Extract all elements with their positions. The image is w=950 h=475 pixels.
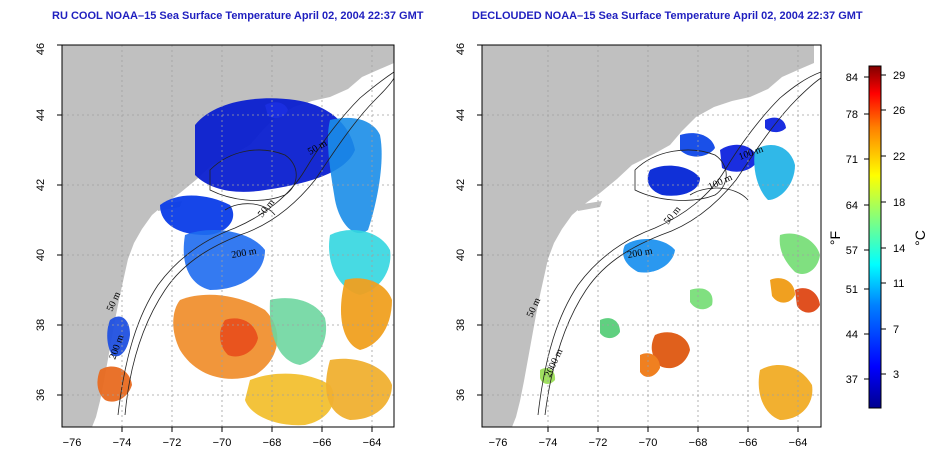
right-y-tick-label: 40 (455, 249, 467, 261)
right-y-tick-label: 36 (455, 389, 467, 401)
colorbar-fahrenheit-tick: 64 (846, 200, 858, 212)
colorbar-celsius-tick: 22 (893, 151, 905, 163)
right-y-tick-label: 46 (455, 43, 467, 55)
left-y-tick-label: 46 (35, 43, 47, 55)
colorbar-fahrenheit-tick: 37 (846, 374, 858, 386)
left-x-tick-label: −70 (213, 437, 232, 449)
colorbar-celsius-tick: 11 (893, 278, 904, 290)
right-sst-field (540, 117, 820, 420)
colorbar-gradient (868, 65, 882, 409)
right-bathymetry-contours (537, 71, 821, 416)
left-x-tick-label: −72 (163, 437, 182, 449)
left-x-tick-label: −74 (113, 437, 132, 449)
right-gridlines (482, 45, 821, 427)
left-y-tick-label: 42 (35, 179, 47, 191)
left-x-tick-label: −68 (263, 437, 282, 449)
colorbar-tick-marks (864, 74, 886, 380)
colorbar-fahrenheit-label: °F (827, 231, 843, 245)
right-x-tick-label: −76 (489, 437, 508, 449)
left-contour-label: 200 m (231, 246, 258, 261)
left-y-tick-label: 44 (35, 109, 47, 121)
left-map-frame (61, 44, 395, 428)
colorbar-celsius-tick: 7 (893, 324, 899, 336)
right-map-frame (481, 44, 822, 428)
left-x-tick-label: −76 (63, 437, 82, 449)
left-y-tick-label: 38 (35, 319, 47, 331)
right-x-tick-label: −68 (689, 437, 708, 449)
colorbar-celsius-tick: 3 (893, 369, 899, 381)
left-y-tick-label: 36 (35, 389, 47, 401)
colorbar-celsius-label: °C (912, 230, 928, 246)
left-gridlines (62, 45, 394, 427)
right-x-tick-label: −74 (539, 437, 558, 449)
colorbar-fahrenheit-tick: 44 (846, 329, 858, 341)
right-panel-title: DECLOUDED NOAA–15 Sea Surface Temperatur… (472, 10, 863, 22)
right-x-tick-label: −64 (789, 437, 808, 449)
colorbar-celsius-tick: 18 (893, 197, 905, 209)
colorbar-celsius-tick: 14 (893, 243, 905, 255)
colorbar-fahrenheit-tick: 78 (846, 109, 858, 121)
left-x-tick-label: −64 (363, 437, 382, 449)
colorbar-fahrenheit-tick: 51 (846, 284, 858, 296)
left-bathymetry-contours (117, 71, 394, 416)
right-x-tick-label: −70 (639, 437, 658, 449)
right-x-tick-label: −72 (589, 437, 608, 449)
colorbar: 84 78 71 64 57 51 44 37 29 26 22 18 14 1… (827, 65, 928, 409)
left-y-tick-label: 40 (35, 249, 47, 261)
left-x-tick-marks (57, 44, 373, 432)
left-panel-title: RU COOL NOAA–15 Sea Surface Temperature … (52, 10, 424, 22)
right-contour-label: 200 m (627, 246, 654, 261)
right-map-panel: 50 m 2000 m 200 m 50 m 100 m 100 m −76 −… (455, 43, 822, 449)
right-x-tick-marks (477, 44, 799, 432)
right-y-tick-label: 44 (455, 109, 467, 121)
left-map-panel: 50 m 200 m 50 m 200 m 50 m −76 −74 −72 −… (35, 43, 395, 449)
left-sst-field (97, 98, 392, 426)
colorbar-celsius-tick: 29 (893, 70, 905, 82)
right-y-tick-label: 42 (455, 179, 467, 191)
colorbar-fahrenheit-tick: 57 (846, 245, 858, 257)
right-x-tick-label: −66 (739, 437, 758, 449)
colorbar-fahrenheit-tick: 71 (846, 154, 858, 166)
colorbar-celsius-tick: 26 (893, 105, 905, 117)
colorbar-fahrenheit-tick: 84 (846, 72, 858, 84)
right-y-tick-label: 38 (455, 319, 467, 331)
left-x-tick-label: −66 (313, 437, 332, 449)
